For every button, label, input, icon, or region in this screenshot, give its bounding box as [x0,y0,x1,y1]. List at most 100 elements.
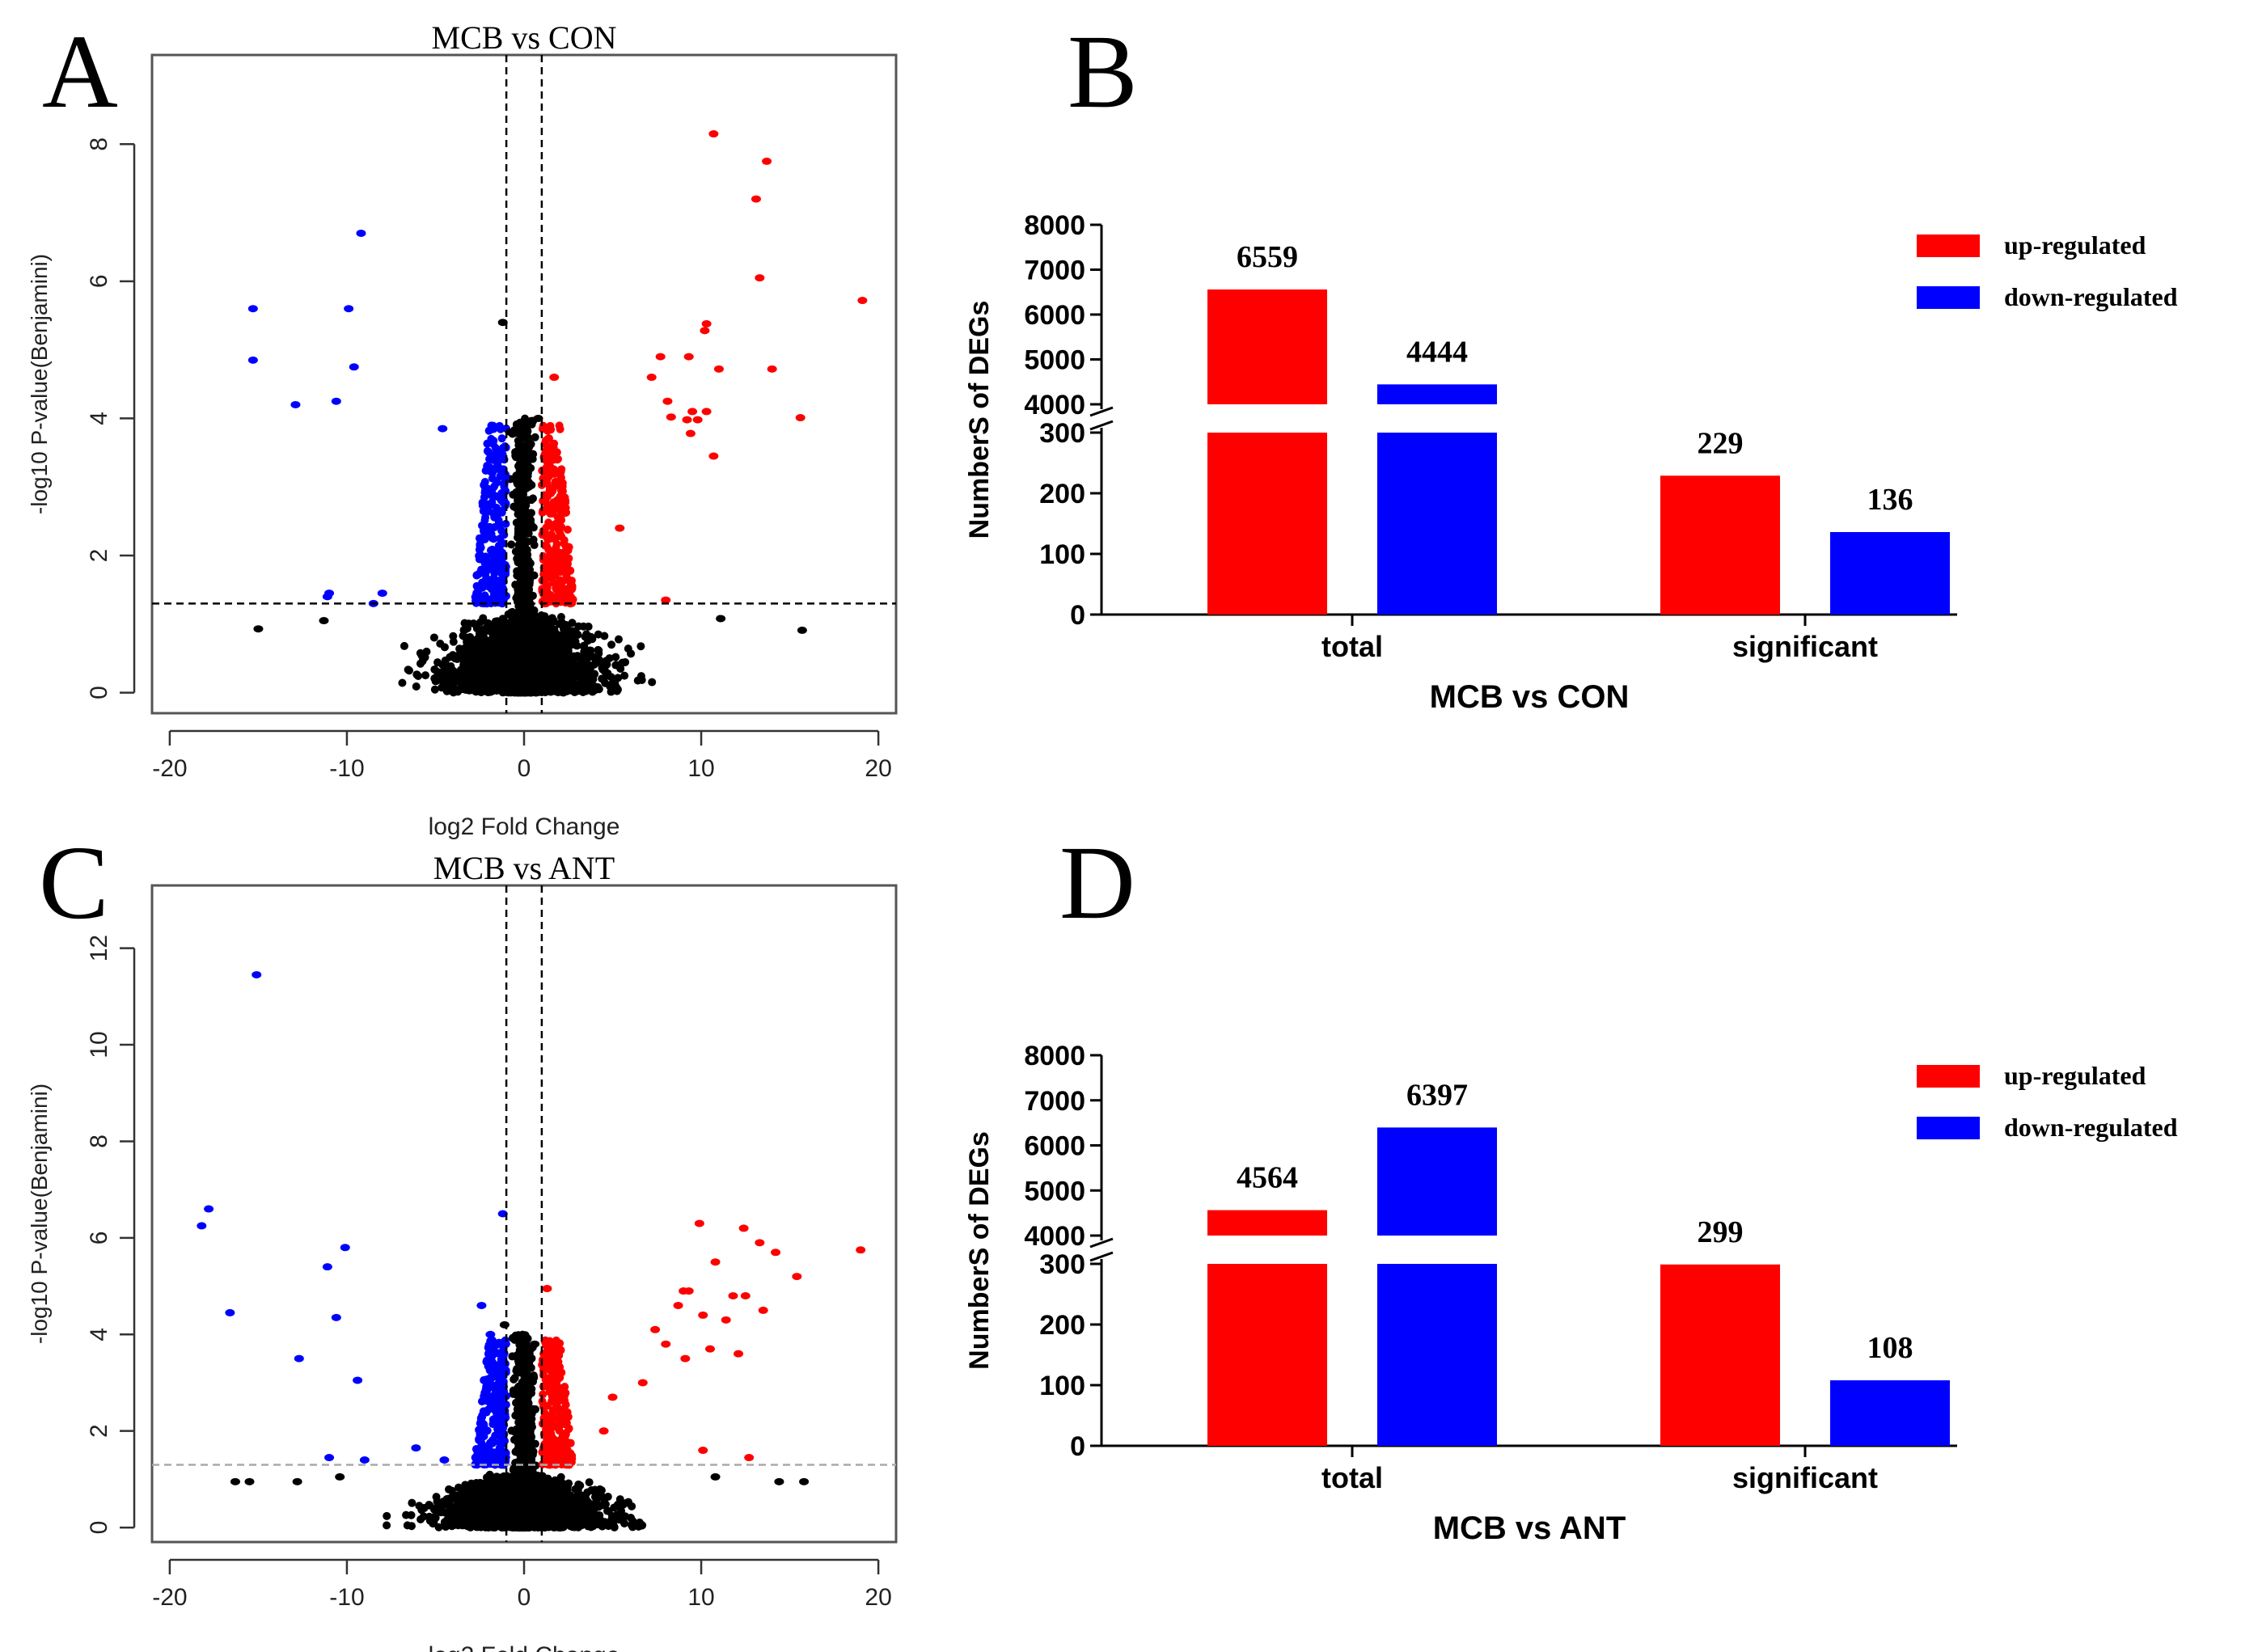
up-gene-point [857,297,868,305]
legend-swatch-up-regulated [1917,234,1980,257]
down-gene-point [482,508,491,517]
ns-gene-point [577,661,586,670]
down-gene-point [480,478,489,487]
down-gene-point [344,305,354,313]
ns-gene-point [559,632,568,641]
up-gene-point [549,374,560,382]
ns-gene-point [594,685,603,694]
ns-gene-point [458,653,467,662]
down-gene-point [495,542,504,551]
y-tick-label: 100 [1039,539,1085,570]
up-gene-point [708,452,719,460]
ns-gene-point [519,454,528,463]
up-gene-point [547,558,556,567]
ns-gene-point [716,615,726,623]
ns-gene-point [442,671,451,680]
bar-up-regulated-total-upper [1207,289,1327,404]
ns-gene-point [636,642,645,651]
bar-up-regulated-significant [1660,475,1780,615]
ns-gene-point [528,494,537,503]
ns-gene-point [520,633,529,642]
up-gene-point [662,397,673,405]
bar-down-regulated-significant [1830,532,1950,615]
x-tick-label: -20 [152,755,187,782]
ns-gene-point [491,617,500,626]
ns-gene-point [585,646,594,655]
up-gene-point [557,532,566,541]
down-gene-point [493,477,501,486]
ns-gene-point [607,640,616,649]
ns-gene-point [418,657,427,665]
ns-gene-point [459,632,467,640]
down-gene-point [487,421,496,430]
y-tick-label: 2 [86,549,112,563]
plot-title: MCB vs ANT [433,850,615,886]
ns-gene-point [530,541,539,550]
down-gene-point [290,400,301,408]
ns-gene-point [480,673,489,682]
ns-gene-point [479,626,488,635]
ns-gene-point [571,627,580,636]
ns-gene-point [607,687,615,696]
up-gene-point [568,585,577,594]
up-gene-point [551,522,560,531]
down-gene-point [247,305,258,313]
up-gene-point [666,413,676,421]
ns-gene-point [511,581,520,589]
up-gene-point [556,548,564,557]
up-gene-point [543,542,552,551]
ns-gene-point [494,634,503,643]
ns-gene-point [507,540,516,549]
ns-gene-point [460,619,469,627]
ns-gene-point [521,551,530,560]
ns-gene-point [517,487,526,496]
up-gene-point [547,530,556,539]
up-gene-point [543,587,552,596]
ns-gene-point [436,639,445,648]
x-tick-label: -10 [329,755,364,782]
down-gene-point [478,556,487,564]
ns-gene-point [383,1511,391,1520]
up-gene-point [555,421,564,430]
ns-gene-point [485,653,494,661]
y-tick-label: 4 [86,412,112,425]
data-label: 6559 [1237,240,1298,274]
ns-gene-point [455,644,464,653]
down-gene-point [331,397,341,405]
up-gene-point [553,590,562,599]
down-gene-point [489,437,498,446]
y-tick-label: 0 [86,686,112,699]
x-tick-label: 10 [687,1584,714,1611]
ns-gene-point [530,571,539,580]
ns-gene-point [522,642,531,651]
legend-label-down-regulated: down-regulated [2004,282,2178,311]
y-tick-label: 8 [86,137,112,151]
ns-gene-point [400,641,408,650]
ns-gene-point [467,680,476,689]
up-gene-point [692,416,703,424]
ns-gene-point [525,675,534,684]
down-gene-point [487,453,496,462]
ns-gene-point [441,656,450,665]
up-gene-point [552,539,561,548]
ns-gene-point [614,674,623,682]
up-gene-point [564,594,573,603]
y-tick-label: 10 [86,1031,112,1058]
y-tick-label: 0 [1070,600,1085,631]
down-gene-point [247,356,258,364]
up-gene-point [545,464,554,473]
ns-gene-point [525,688,534,697]
ns-gene-point [633,676,642,685]
ns-gene-point [574,669,583,678]
ns-gene-point [489,646,498,655]
ns-gene-point [484,619,493,627]
up-gene-point [548,566,557,575]
y-axis-label: -log10 P-value(Benjamini) [27,254,52,514]
up-gene-point [565,577,574,585]
up-gene-point [562,508,571,517]
y-tick-label: 12 [86,935,112,961]
y-tick-label: 6000 [1024,300,1085,331]
down-gene-point [491,492,500,501]
ns-gene-point [529,635,538,644]
y-tick-label: 8 [86,1134,112,1148]
